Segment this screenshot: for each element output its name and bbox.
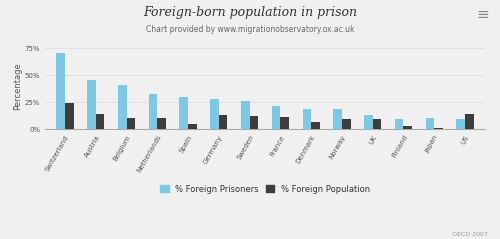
- Bar: [364, 115, 372, 129]
- Bar: [210, 99, 219, 129]
- Bar: [188, 124, 196, 129]
- Bar: [302, 109, 311, 129]
- Text: ≡: ≡: [476, 7, 489, 22]
- Bar: [311, 122, 320, 129]
- Bar: [372, 120, 382, 129]
- Bar: [219, 115, 228, 129]
- Bar: [434, 128, 443, 129]
- Text: OECD 2007: OECD 2007: [452, 232, 488, 237]
- Bar: [158, 118, 166, 129]
- Bar: [272, 107, 280, 129]
- Bar: [342, 120, 350, 129]
- Bar: [395, 120, 404, 129]
- Text: Foreign-born population in prison: Foreign-born population in prison: [143, 6, 357, 19]
- Bar: [280, 117, 289, 129]
- Bar: [148, 94, 158, 129]
- Bar: [250, 116, 258, 129]
- Bar: [65, 103, 74, 129]
- Bar: [241, 101, 250, 129]
- Bar: [126, 118, 135, 129]
- Bar: [118, 85, 126, 129]
- Text: Chart provided by www.migrationobservatory.ox.ac.uk: Chart provided by www.migrationobservato…: [146, 25, 354, 34]
- Bar: [56, 53, 65, 129]
- Bar: [456, 120, 465, 129]
- Legend: % Foreign Prisoners, % Foreign Population: % Foreign Prisoners, % Foreign Populatio…: [158, 183, 372, 196]
- Bar: [404, 126, 412, 129]
- Bar: [465, 114, 473, 129]
- Bar: [426, 118, 434, 129]
- Bar: [334, 109, 342, 129]
- Bar: [87, 80, 96, 129]
- Bar: [180, 97, 188, 129]
- Bar: [96, 114, 104, 129]
- Y-axis label: Percentage: Percentage: [13, 62, 22, 110]
